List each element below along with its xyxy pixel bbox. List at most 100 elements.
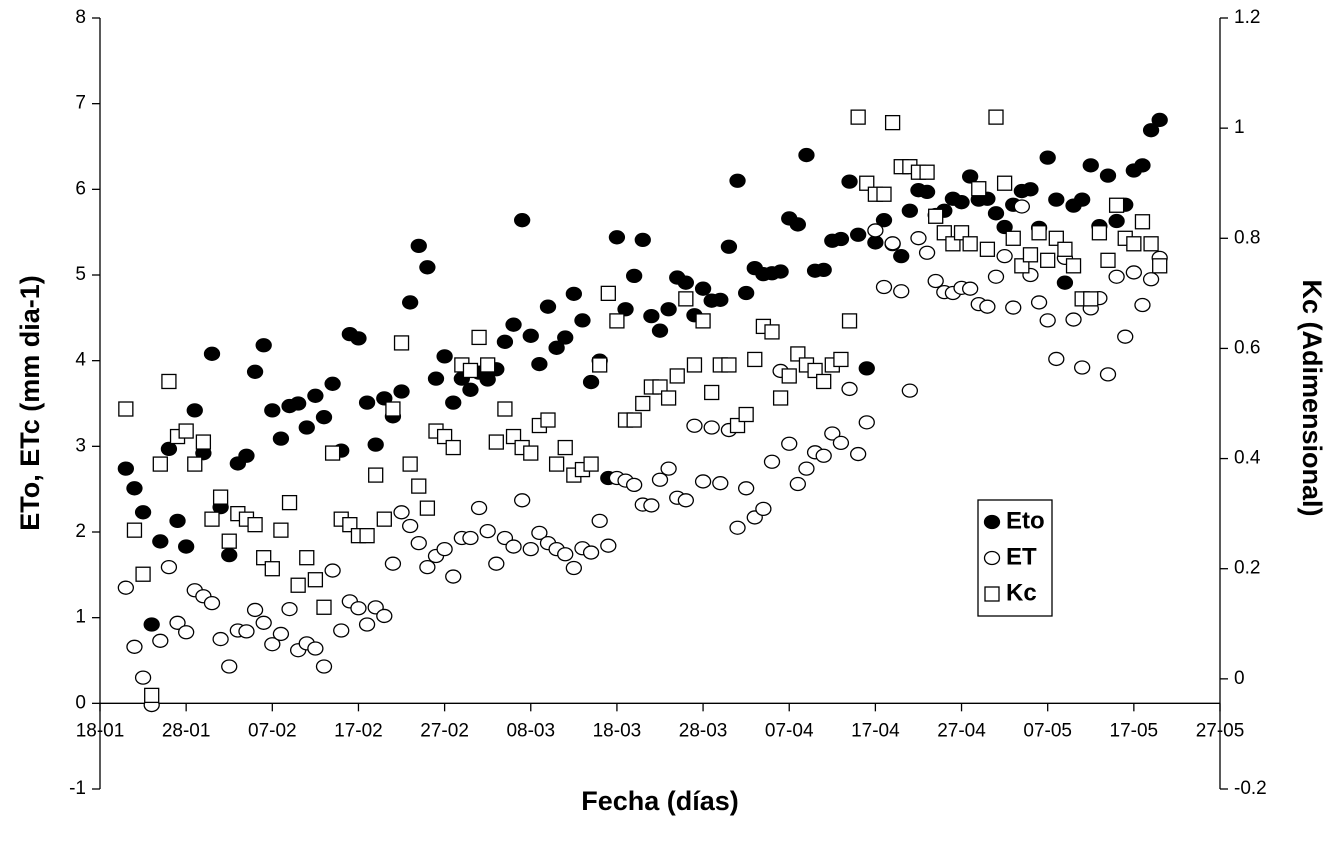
point [781, 436, 798, 451]
point [867, 223, 884, 238]
point [1142, 272, 1160, 287]
point [643, 308, 660, 324]
x-tick-label: 17-04 [851, 720, 900, 741]
point [316, 599, 332, 615]
point [523, 445, 539, 461]
point [522, 328, 539, 343]
point [643, 498, 660, 513]
x-tick-label: 28-03 [679, 720, 728, 741]
point [798, 147, 815, 163]
point [548, 456, 565, 472]
point [841, 313, 858, 329]
point [677, 493, 694, 508]
y-tick-label: 1 [75, 607, 86, 628]
point [462, 362, 479, 379]
point [1125, 265, 1142, 280]
point [514, 213, 531, 228]
point [919, 164, 935, 180]
point [393, 335, 410, 351]
point [272, 626, 290, 642]
point [186, 403, 203, 418]
point [445, 439, 461, 456]
point [850, 446, 867, 462]
point [212, 489, 229, 505]
point [686, 418, 703, 433]
point [720, 239, 738, 254]
point [324, 376, 341, 391]
point [358, 395, 376, 410]
point [1099, 168, 1117, 183]
point [299, 550, 315, 566]
point [178, 539, 195, 554]
y-tick-label: -1 [69, 778, 86, 799]
point [264, 561, 280, 577]
point [660, 461, 677, 476]
point [281, 494, 298, 511]
point [1108, 197, 1125, 213]
point [626, 477, 643, 493]
point [419, 559, 436, 575]
point [798, 461, 815, 476]
point [1022, 247, 1039, 263]
point [832, 435, 850, 451]
x-tick-label: 07-04 [765, 720, 814, 741]
point [763, 454, 781, 469]
point [436, 541, 453, 557]
point [505, 539, 522, 554]
point [841, 174, 858, 189]
point [557, 439, 573, 456]
x-tick-label: 27-04 [937, 720, 986, 741]
point [307, 641, 324, 656]
y-tick-label: 7 [75, 93, 86, 114]
point [755, 501, 772, 517]
x-tick-label: 27-05 [1196, 720, 1245, 741]
point [134, 505, 152, 520]
point [987, 269, 1005, 284]
point [979, 299, 996, 314]
point [729, 520, 746, 535]
point [591, 513, 608, 529]
point [152, 456, 168, 472]
point [1048, 351, 1065, 367]
point [1117, 329, 1134, 344]
point [1074, 360, 1091, 375]
y2-tick-label: 0.2 [1234, 558, 1260, 579]
point [565, 286, 582, 301]
point [393, 384, 410, 399]
point [712, 292, 729, 307]
point [867, 235, 884, 250]
point [704, 384, 720, 401]
point [471, 329, 487, 346]
point [143, 617, 160, 632]
point [789, 476, 806, 492]
legend-label: ET [1006, 543, 1037, 570]
point [694, 281, 712, 296]
point [419, 500, 436, 516]
x-tick-label: 07-02 [248, 720, 297, 741]
point [307, 572, 324, 588]
point [531, 356, 548, 372]
point [703, 420, 720, 435]
point [910, 231, 927, 246]
point [815, 448, 832, 463]
point [118, 401, 134, 417]
point [514, 493, 531, 508]
point [117, 580, 134, 595]
point [712, 476, 729, 491]
point [376, 511, 392, 527]
point [651, 472, 669, 487]
point [178, 423, 194, 439]
point [1074, 192, 1091, 207]
point [393, 505, 410, 520]
point [875, 279, 893, 295]
y-tick-label: 0 [75, 692, 86, 713]
point [160, 441, 178, 457]
point [721, 357, 737, 373]
point [583, 456, 599, 472]
point [1126, 236, 1142, 252]
x-tick-label: 18-01 [76, 720, 125, 741]
point [1134, 214, 1151, 230]
point [841, 381, 858, 397]
point [548, 340, 565, 355]
point [419, 260, 436, 275]
